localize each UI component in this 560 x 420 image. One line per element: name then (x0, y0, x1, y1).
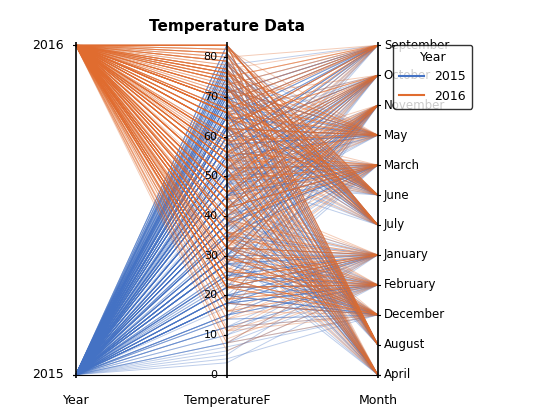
Text: 70: 70 (204, 92, 218, 102)
Text: 2016: 2016 (32, 39, 64, 52)
Text: September: September (384, 39, 449, 52)
Legend: 2015, 2016: 2015, 2016 (393, 45, 473, 109)
Text: June: June (384, 189, 409, 202)
Text: 80: 80 (204, 52, 218, 62)
Text: July: July (384, 218, 405, 231)
Title: Temperature Data: Temperature Data (149, 19, 305, 34)
Text: 60: 60 (204, 131, 218, 142)
Text: 2015: 2015 (32, 368, 64, 381)
Text: April: April (384, 368, 411, 381)
Text: October: October (384, 69, 431, 82)
Text: March: March (384, 159, 420, 172)
Text: May: May (384, 129, 408, 142)
Text: 10: 10 (204, 330, 218, 340)
Text: 30: 30 (204, 251, 218, 261)
Text: August: August (384, 338, 425, 351)
Text: January: January (384, 248, 429, 261)
Text: 0: 0 (211, 370, 218, 380)
Text: February: February (384, 278, 436, 291)
Text: 50: 50 (204, 171, 218, 181)
Text: TemperatureF: TemperatureF (184, 394, 270, 407)
Text: November: November (384, 99, 445, 112)
Text: December: December (384, 308, 445, 321)
Text: Month: Month (358, 394, 397, 407)
Text: Year: Year (63, 394, 89, 407)
Text: 40: 40 (204, 211, 218, 221)
Text: 20: 20 (204, 290, 218, 300)
